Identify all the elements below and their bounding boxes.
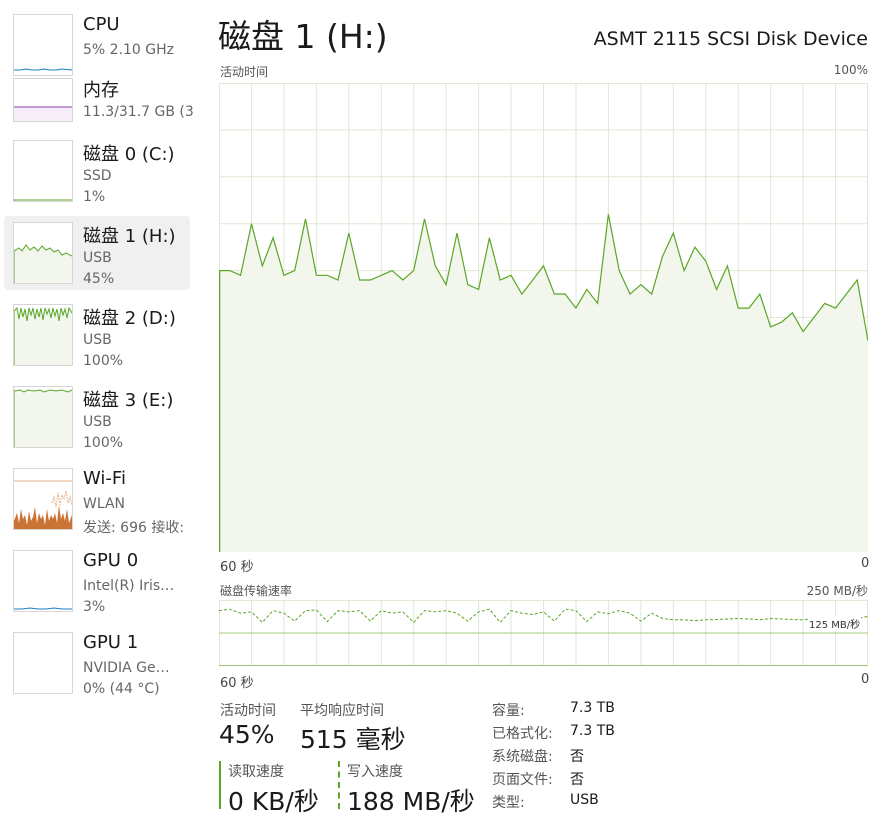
sidebar-item-disk-0[interactable]: 磁盘 0 (C:) SSD 1% <box>4 134 190 208</box>
type-value: USB <box>570 792 599 808</box>
sidebar-item-label: 磁盘 2 (D:) <box>83 308 176 329</box>
transfer-chart-label: 磁盘传输速率 <box>220 584 293 598</box>
write-speed-bar <box>338 761 340 809</box>
sidebar-item-disk-1[interactable]: 磁盘 1 (H:) USB 45% <box>4 216 190 290</box>
sidebar-item-usage: 45% <box>83 271 115 287</box>
read-speed-label: 读取速度 <box>228 764 284 780</box>
sidebar-item-label: 磁盘 1 (H:) <box>83 226 176 247</box>
sidebar-item-disk-3[interactable]: 磁盘 3 (E:) USB 100% <box>4 380 190 454</box>
transfer-chart <box>219 600 868 666</box>
active-time-value: 45% <box>219 720 275 749</box>
sidebar-item-detail: WLAN <box>83 496 126 512</box>
activity-x-left-label: 60 秒 <box>220 560 254 575</box>
transfer-chart-max-label: 250 MB/秒 <box>806 584 868 598</box>
read-speed-value: 0 KB/秒 <box>228 787 319 816</box>
sidebar-item-detail: USB <box>83 332 112 348</box>
sidebar-item-detail: Intel(R) Iris… <box>83 578 175 594</box>
formatted-label: 已格式化: <box>492 726 553 742</box>
activity-chart-label: 活动时间 <box>220 65 269 79</box>
response-time-label: 平均响应时间 <box>300 703 384 719</box>
sidebar: CPU 5% 2.10 GHz 内存 11.3/31.7 GB (3 磁盘 0 … <box>0 0 200 834</box>
sidebar-item-usage: 1% <box>83 189 106 205</box>
sidebar-item-usage: 3% <box>83 599 106 615</box>
sidebar-item-memory[interactable]: 内存 11.3/31.7 GB (3 <box>4 70 194 144</box>
disk-3-thumbnail <box>13 386 73 448</box>
disk-2-thumbnail <box>13 304 73 366</box>
cpu-thumbnail <box>13 14 73 76</box>
sidebar-item-gpu-0[interactable]: GPU 0 Intel(R) Iris… 3% <box>4 544 190 618</box>
sidebar-item-label: 磁盘 3 (E:) <box>83 390 174 411</box>
sidebar-item-usage: 100% <box>83 353 124 369</box>
write-speed-label: 写入速度 <box>347 764 403 780</box>
activity-x-right-label: 0 <box>861 556 870 571</box>
sidebar-item-label: 内存 <box>83 80 119 101</box>
read-speed-bar <box>219 761 221 809</box>
sidebar-item-disk-2[interactable]: 磁盘 2 (D:) USB 100% <box>4 298 190 372</box>
capacity-value: 7.3 TB <box>570 700 615 716</box>
sidebar-item-detail: NVIDIA Ge… <box>83 660 170 676</box>
sidebar-item-cpu[interactable]: CPU 5% 2.10 GHz <box>4 8 190 82</box>
sidebar-item-usage: 0% (44 °C) <box>83 681 160 697</box>
wifi-thumbnail <box>13 468 73 530</box>
sidebar-item-usage: 100% <box>83 435 124 451</box>
sidebar-item-label: GPU 0 <box>83 550 139 571</box>
sidebar-item-label: Wi-Fi <box>83 468 126 489</box>
sidebar-item-detail: 11.3/31.7 GB (3 <box>83 104 194 120</box>
page-file-label: 页面文件: <box>492 772 553 788</box>
sidebar-item-detail: SSD <box>83 168 112 184</box>
sidebar-item-label: CPU <box>83 14 120 35</box>
system-disk-label: 系统磁盘: <box>492 749 553 765</box>
activity-area-fill <box>219 214 868 552</box>
sidebar-item-detail: USB <box>83 250 112 266</box>
gpu-0-thumbnail <box>13 550 73 612</box>
activity-line <box>219 214 868 342</box>
sidebar-item-label: 磁盘 0 (C:) <box>83 144 175 165</box>
sidebar-item-detail: 5% 2.10 GHz <box>83 42 175 58</box>
disk-0-thumbnail <box>13 140 73 202</box>
sidebar-item-label: GPU 1 <box>83 632 139 653</box>
gpu-1-thumbnail <box>13 632 73 694</box>
transfer-write-line <box>219 608 868 624</box>
write-speed-value: 188 MB/秒 <box>347 787 475 816</box>
type-label: 类型: <box>492 795 525 811</box>
activity-chart <box>219 83 868 552</box>
activity-chart-max-label: 100% <box>833 63 868 77</box>
capacity-label: 容量: <box>492 703 525 719</box>
sidebar-item-usage: 发送: 696 接收: <box>83 520 185 536</box>
disk-1-thumbnail <box>13 222 73 284</box>
sidebar-item-detail: USB <box>83 414 112 430</box>
device-name: ASMT 2115 SCSI Disk Device <box>593 28 868 50</box>
system-disk-value: 否 <box>570 749 584 765</box>
page-file-value: 否 <box>570 772 584 788</box>
active-time-label: 活动时间 <box>220 703 276 719</box>
sidebar-item-wifi[interactable]: Wi-Fi WLAN 发送: 696 接收: <box>4 462 190 536</box>
response-time-value: 515 毫秒 <box>300 725 406 754</box>
formatted-value: 7.3 TB <box>570 723 615 739</box>
transfer-x-left-label: 60 秒 <box>220 676 254 691</box>
sidebar-item-gpu-1[interactable]: GPU 1 NVIDIA Ge… 0% (44 °C) <box>4 626 190 700</box>
page-title: 磁盘 1 (H:) <box>218 17 388 56</box>
memory-thumbnail <box>13 78 73 122</box>
transfer-x-right-label: 0 <box>861 672 870 687</box>
transfer-mid-label: 125 MB/秒 <box>808 616 862 631</box>
